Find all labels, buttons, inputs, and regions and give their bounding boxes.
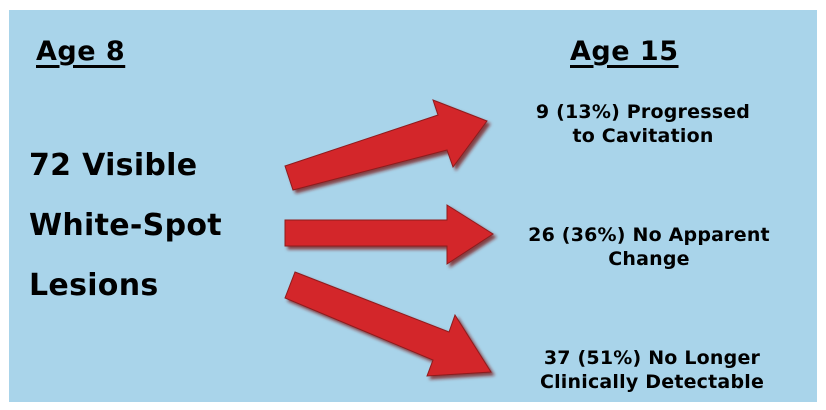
outcome-not-detectable: 37 (51%) No Longer Clinically Detectable [492,346,812,394]
arrows-layer [284,99,494,377]
outcome-no-change: 26 (36%) No Apparent Change [484,223,814,271]
outcome-progressed-line-2: to Cavitation [572,125,714,147]
outcome-progressed-line-1: 9 (13%) Progressed [535,101,751,123]
arrow-down-right-icon [284,271,492,377]
outcome-not-detectable-line-1: 37 (51%) No Longer [543,347,761,369]
diagram-panel: Age 8 Age 15 72 Visible White-Spot Lesio… [9,10,817,402]
source-line-2: White-Spot [29,208,222,243]
source-line-3: Lesions [29,268,159,303]
age-15-header: Age 15 [570,36,679,67]
outcome-no-change-line-1: 26 (36%) No Apparent [528,224,770,246]
source-line-1: 72 Visible [29,148,198,183]
arrow-up-right-icon [284,99,488,191]
outcome-not-detectable-line-2: Clinically Detectable [539,371,765,393]
age-8-header: Age 8 [36,36,126,67]
arrow-right-icon [284,204,494,265]
outcome-no-change-line-2: Change [608,248,690,270]
outcome-progressed: 9 (13%) Progressed to Cavitation [493,100,793,148]
